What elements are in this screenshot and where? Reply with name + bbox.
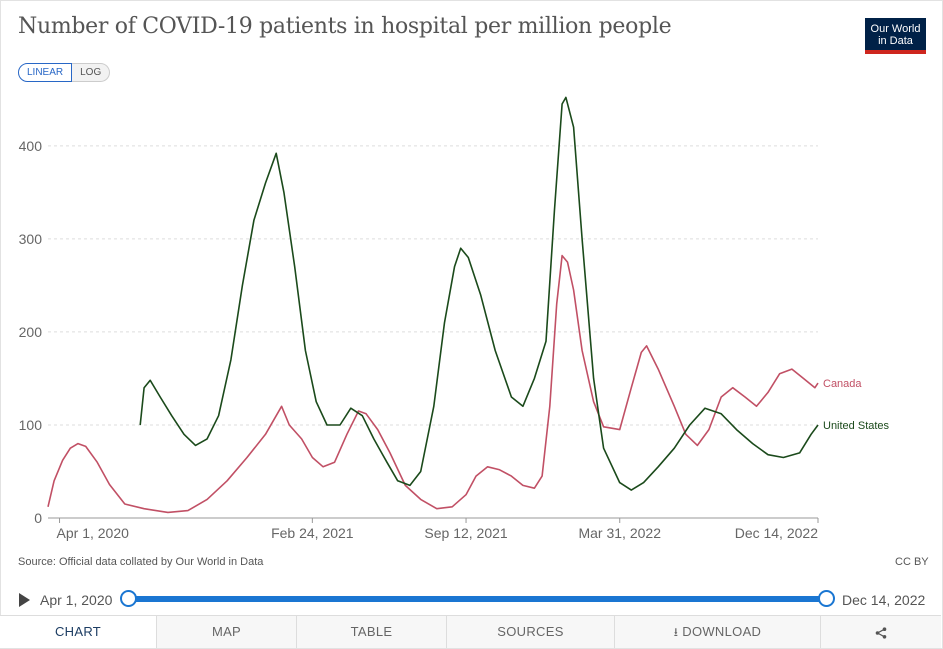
logo-line-1: Our World xyxy=(870,23,921,35)
tab-download[interactable]: ⭳ DOWNLOAD xyxy=(614,616,820,648)
series-end-label: United States xyxy=(823,420,890,432)
log-scale-button[interactable]: LOG xyxy=(72,63,111,82)
timeline: Apr 1, 2020 Dec 14, 2022 xyxy=(0,588,943,612)
series-line-united-states xyxy=(139,96,819,491)
y-tick-label: 100 xyxy=(19,417,43,433)
logo-line-2: in Data xyxy=(878,35,913,47)
tab-bar: CHART MAP TABLE SOURCES ⭳ DOWNLOAD xyxy=(0,615,941,648)
series-line-canada xyxy=(47,254,819,514)
x-tick-label: Mar 31, 2022 xyxy=(578,525,661,541)
chart-title: Number of COVID-19 patients in hospital … xyxy=(18,14,672,39)
share-button[interactable] xyxy=(820,616,941,648)
x-tick-label: Sep 12, 2021 xyxy=(424,525,508,541)
play-icon[interactable] xyxy=(19,593,30,607)
owid-logo[interactable]: Our World in Data xyxy=(865,18,926,54)
source-note[interactable]: Source: Official data collated by Our Wo… xyxy=(18,556,264,568)
tab-sources[interactable]: SOURCES xyxy=(446,616,614,648)
tab-chart[interactable]: CHART xyxy=(0,616,156,648)
timeline-start-handle[interactable] xyxy=(119,590,137,607)
download-icon: ⭳ xyxy=(673,625,679,639)
line-chart: 0 100 200 300 400 Apr 1, 2020 Feb 24, 2021 Sep … xyxy=(19,96,890,541)
timeline-start-label: Apr 1, 2020 xyxy=(40,592,113,608)
share-icon xyxy=(875,627,887,639)
tab-map[interactable]: MAP xyxy=(156,616,296,648)
download-label: DOWNLOAD xyxy=(682,624,762,639)
x-tick-label: Feb 24, 2021 xyxy=(271,525,354,541)
scale-toggle: LINEAR LOG xyxy=(18,63,111,82)
license-link[interactable]: CC BY xyxy=(895,556,929,568)
x-tick-label: Apr 1, 2020 xyxy=(57,525,130,541)
tab-table[interactable]: TABLE xyxy=(296,616,446,648)
timeline-end-handle[interactable] xyxy=(817,590,835,607)
series-end-label: Canada xyxy=(823,378,862,390)
y-tick-label: 300 xyxy=(19,231,43,247)
linear-scale-button[interactable]: LINEAR xyxy=(18,63,73,82)
timeline-end-label: Dec 14, 2022 xyxy=(842,592,926,608)
y-tick-label: 0 xyxy=(34,510,42,526)
y-tick-label: 200 xyxy=(19,324,43,340)
x-tick-label: Dec 14, 2022 xyxy=(735,525,818,541)
timeline-track[interactable] xyxy=(128,596,826,602)
y-tick-label: 400 xyxy=(19,138,43,154)
